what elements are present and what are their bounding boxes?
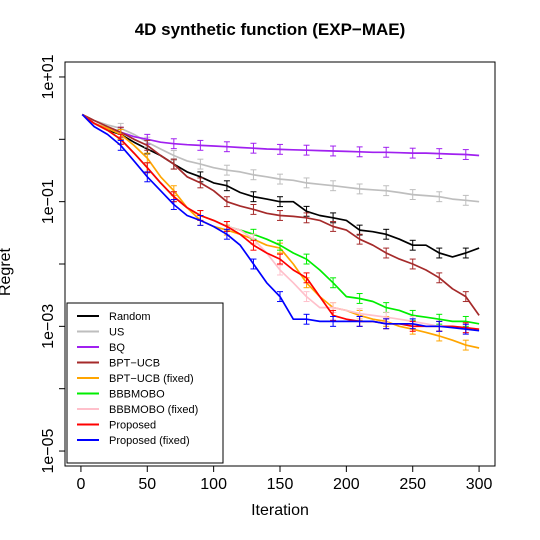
- x-tick-label: 50: [138, 476, 156, 493]
- y-tick-label: 1e−03: [40, 304, 57, 349]
- legend-label-bbbmobo-fixed: BBBMOBO (fixed): [109, 404, 198, 416]
- legend: Random US BQ BPT−UCB BPT−UCB (fixed) BBBMOBO B…: [66, 302, 224, 464]
- legend-label-bpt-ucb: BPT−UCB: [109, 358, 160, 370]
- chart-title: 4D synthetic function (EXP−MAE): [134, 20, 406, 39]
- legend-label-proposed-fixed: Proposed (fixed): [109, 435, 190, 447]
- series-layer: [81, 113, 480, 351]
- x-tick-label: 300: [466, 476, 493, 493]
- series-proposed-fixed: [81, 113, 480, 335]
- series-line-us: [81, 113, 480, 203]
- series-line-random: [81, 113, 480, 258]
- legend-label-bbbmobo: BBBMOBO: [109, 389, 165, 401]
- series-proposed: [81, 113, 480, 334]
- axes-layer: 0 50 100 150 200 250 300 1e+01 1e−01 1e−03 1e−05: [40, 54, 496, 493]
- x-tick-label: 100: [200, 476, 227, 493]
- series-bbbmobo-fixed: [81, 113, 480, 334]
- legend-label-proposed: Proposed: [109, 420, 156, 432]
- legend-box: [66, 302, 224, 464]
- x-tick-label: 0: [76, 476, 85, 493]
- y-tick-label: 1e−05: [40, 428, 57, 473]
- y-tick-label: 1e+01: [40, 54, 57, 99]
- x-axis-label: Iteration: [251, 502, 309, 519]
- x-tick-label: 250: [399, 476, 426, 493]
- x-tick-label: 200: [333, 476, 360, 493]
- y-tick-label: 1e−01: [40, 179, 57, 224]
- legend-label-us: US: [109, 327, 124, 339]
- series-us: [81, 113, 480, 206]
- legend-label-random: Random: [109, 311, 151, 323]
- series-bq: [81, 113, 480, 160]
- series-bpt-ucb: [81, 113, 480, 316]
- legend-label-bq: BQ: [109, 342, 125, 354]
- series-random: [81, 113, 480, 259]
- x-tick-label: 150: [267, 476, 294, 493]
- legend-label-bpt-ucb-fixed: BPT−UCB (fixed): [109, 373, 194, 385]
- y-axis-label: Regret: [0, 247, 14, 297]
- series-line-bq: [81, 113, 480, 157]
